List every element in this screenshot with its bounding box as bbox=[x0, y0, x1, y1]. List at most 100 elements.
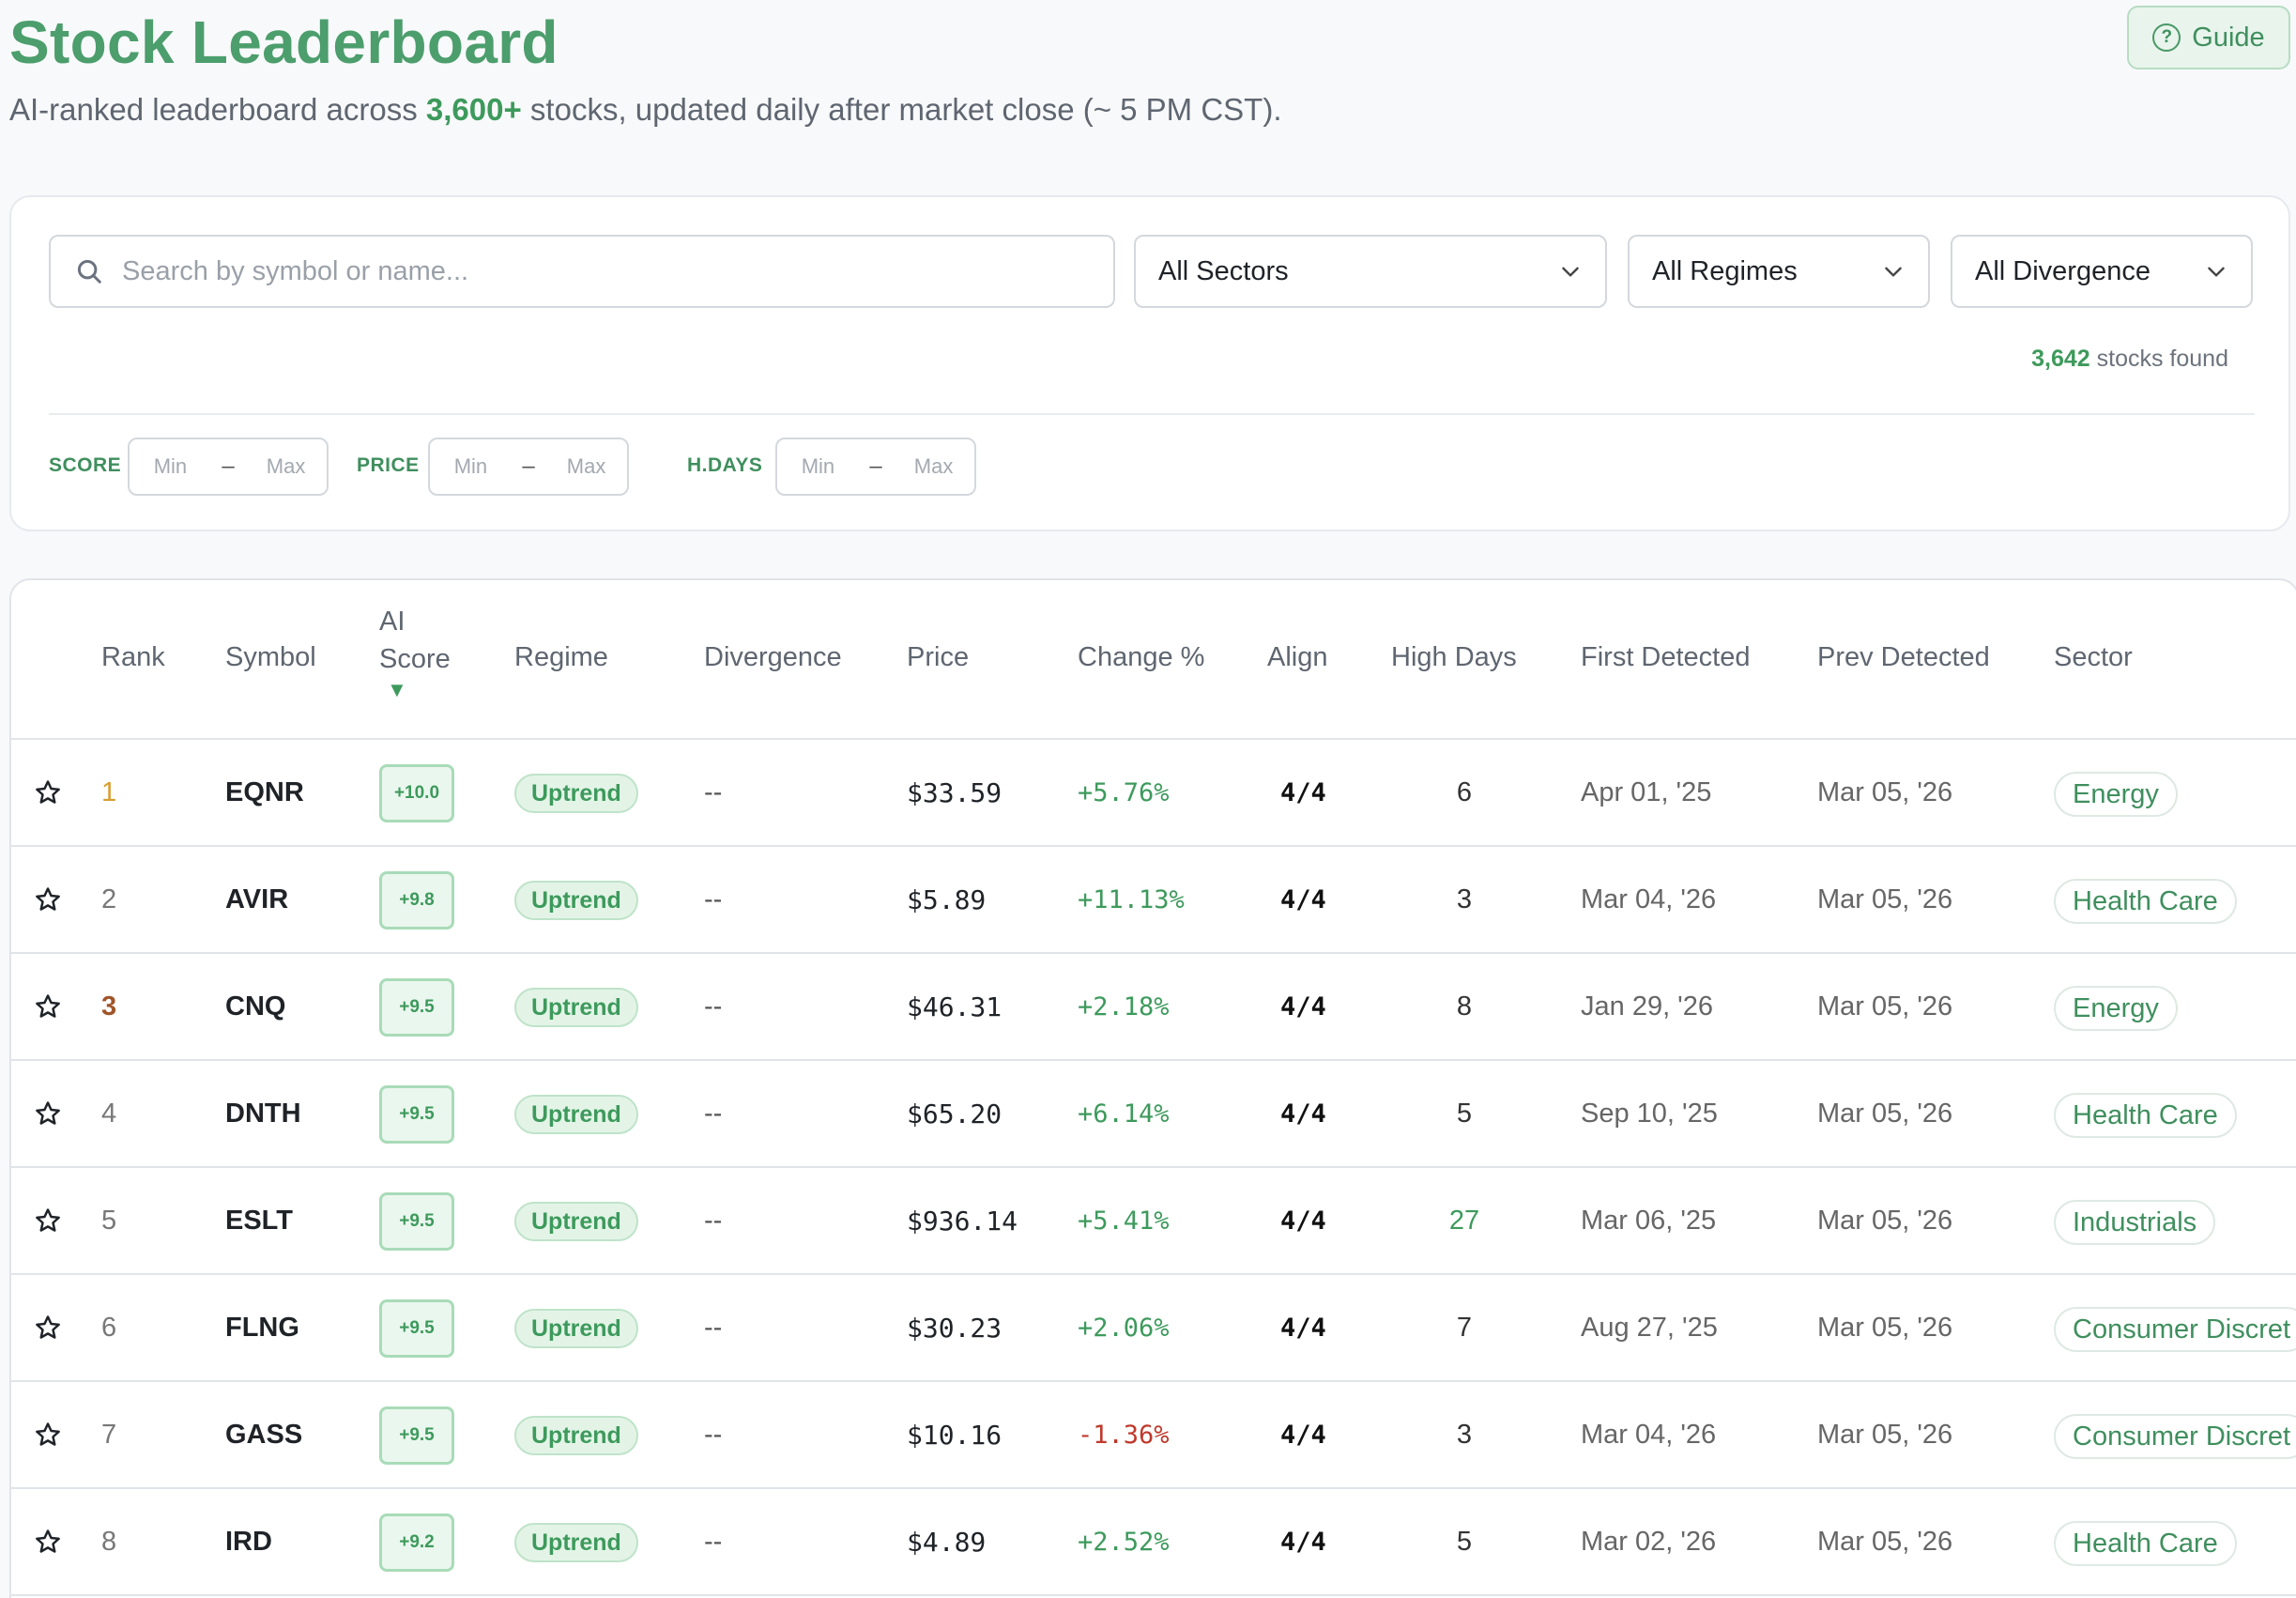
range-dash: – bbox=[522, 453, 535, 479]
column-header-divergence[interactable]: Divergence bbox=[704, 642, 842, 672]
guide-button[interactable]: ? Guide bbox=[2127, 6, 2290, 69]
first-detected-cell: Apr 01, '25 bbox=[1581, 776, 1712, 807]
column-header-price[interactable]: Price bbox=[907, 642, 970, 672]
regime-badge: Uptrend bbox=[514, 881, 638, 920]
star-outline-icon[interactable] bbox=[24, 954, 71, 1059]
star-outline-icon[interactable] bbox=[24, 1061, 71, 1166]
price-cell: $46.31 bbox=[907, 991, 1003, 1022]
change-cell: +11.13% bbox=[1078, 884, 1185, 914]
rank-cell: 1 bbox=[101, 776, 117, 807]
symbol-cell[interactable]: FLNG bbox=[225, 1312, 299, 1343]
divergence-cell: -- bbox=[704, 1312, 723, 1343]
column-header-prev-detected[interactable]: Prev Detected bbox=[1817, 642, 1990, 672]
page-title: Stock Leaderboard bbox=[9, 8, 559, 76]
change-cell: +5.41% bbox=[1078, 1206, 1170, 1236]
search-box[interactable] bbox=[49, 235, 1115, 308]
table-row[interactable]: 4 DNTH +9.5 Uptrend -- $65.20 +6.14% 4/4… bbox=[11, 1061, 2296, 1168]
sector-select-value: All Sectors bbox=[1158, 255, 1289, 286]
score-max-input[interactable] bbox=[255, 454, 316, 479]
chevron-down-icon bbox=[1562, 267, 1579, 277]
ai-score-badge: +9.5 bbox=[379, 1192, 454, 1251]
divergence-cell: -- bbox=[704, 991, 723, 1022]
first-detected-cell: Mar 04, '26 bbox=[1581, 1419, 1717, 1450]
table-row[interactable]: 6 FLNG +9.5 Uptrend -- $30.23 +2.06% 4/4… bbox=[11, 1275, 2296, 1382]
table-row[interactable]: 8 IRD +9.2 Uptrend -- $4.89 +2.52% 4/4 5… bbox=[11, 1489, 2296, 1596]
stocks-found-count: 3,642 stocks found bbox=[2031, 346, 2228, 373]
symbol-cell[interactable]: ESLT bbox=[225, 1205, 293, 1236]
first-detected-cell: Sep 10, '25 bbox=[1581, 1098, 1718, 1129]
regime-badge: Uptrend bbox=[514, 1416, 638, 1455]
symbol-cell[interactable]: CNQ bbox=[225, 991, 286, 1022]
symbol-cell[interactable]: IRD bbox=[225, 1526, 272, 1557]
stocks-count: 3,642 bbox=[2031, 346, 2090, 372]
price-range-label: PRICE bbox=[357, 454, 420, 476]
sector-badge: Energy bbox=[2054, 986, 2178, 1031]
symbol-cell[interactable]: DNTH bbox=[225, 1098, 301, 1129]
subtitle-suffix: stocks, updated daily after market close… bbox=[521, 92, 1282, 127]
hdays-min-input[interactable] bbox=[788, 454, 849, 479]
regime-select[interactable]: All Regimes bbox=[1628, 235, 1930, 308]
price-cell: $4.89 bbox=[907, 1526, 987, 1558]
question-circle-icon: ? bbox=[2152, 23, 2181, 52]
rank-cell: 4 bbox=[101, 1098, 117, 1129]
sector-badge: Consumer Discret bbox=[2054, 1307, 2296, 1352]
table-row[interactable]: 1 EQNR +10.0 Uptrend -- $33.59 +5.76% 4/… bbox=[11, 740, 2296, 847]
price-cell: $33.59 bbox=[907, 776, 1003, 808]
price-max-input[interactable] bbox=[556, 454, 617, 479]
high-days-cell: 5 bbox=[1456, 1098, 1473, 1129]
page-subtitle: AI-ranked leaderboard across 3,600+ stoc… bbox=[9, 92, 1282, 128]
table-row[interactable]: 2 AVIR +9.8 Uptrend -- $5.89 +11.13% 4/4… bbox=[11, 847, 2296, 954]
column-header-rank[interactable]: Rank bbox=[101, 642, 165, 672]
regime-badge: Uptrend bbox=[514, 1309, 638, 1348]
table-row[interactable]: 5 ESLT +9.5 Uptrend -- $936.14 +5.41% 4/… bbox=[11, 1168, 2296, 1275]
search-input[interactable] bbox=[122, 255, 1042, 287]
star-outline-icon[interactable] bbox=[24, 1382, 71, 1487]
star-outline-icon[interactable] bbox=[24, 1275, 71, 1380]
search-icon bbox=[77, 259, 101, 284]
table-row[interactable]: 7 GASS +9.5 Uptrend -- $10.16 -1.36% 4/4… bbox=[11, 1382, 2296, 1489]
regime-badge: Uptrend bbox=[514, 774, 638, 813]
price-cell: $936.14 bbox=[907, 1205, 1018, 1237]
column-header-symbol[interactable]: Symbol bbox=[225, 642, 316, 672]
column-header-change[interactable]: Change % bbox=[1078, 642, 1205, 672]
high-days-cell: 27 bbox=[1448, 1205, 1480, 1236]
prev-detected-cell: Mar 05, '26 bbox=[1817, 1312, 1953, 1343]
ai-score-header-line1: AI bbox=[379, 607, 406, 637]
change-cell: +2.18% bbox=[1078, 991, 1170, 1022]
column-header-first-detected[interactable]: First Detected bbox=[1581, 642, 1751, 672]
star-outline-icon[interactable] bbox=[24, 1168, 71, 1273]
high-days-cell: 3 bbox=[1456, 884, 1473, 914]
rank-cell: 5 bbox=[101, 1205, 117, 1236]
divergence-cell: -- bbox=[704, 1526, 723, 1557]
chevron-down-icon bbox=[2208, 267, 2225, 277]
symbol-cell[interactable]: GASS bbox=[225, 1419, 303, 1450]
star-outline-icon[interactable] bbox=[24, 847, 71, 952]
column-header-ai-score[interactable]: AI Score ▼ bbox=[379, 603, 451, 702]
symbol-cell[interactable]: AVIR bbox=[225, 884, 289, 914]
column-header-sector[interactable]: Sector bbox=[2054, 642, 2133, 672]
filter-divider bbox=[49, 413, 2255, 415]
hdays-max-input[interactable] bbox=[903, 454, 964, 479]
divergence-cell: -- bbox=[704, 1419, 723, 1450]
change-cell: +5.76% bbox=[1078, 777, 1170, 807]
score-min-input[interactable] bbox=[140, 454, 201, 479]
divergence-select[interactable]: All Divergence bbox=[1951, 235, 2253, 308]
star-outline-icon[interactable] bbox=[24, 1489, 71, 1594]
star-outline-icon[interactable] bbox=[24, 740, 71, 845]
score-range-label: SCORE bbox=[49, 454, 122, 476]
align-cell: 4/4 bbox=[1280, 991, 1326, 1022]
price-min-input[interactable] bbox=[440, 454, 501, 479]
rank-cell: 3 bbox=[101, 991, 117, 1022]
column-header-align[interactable]: Align bbox=[1267, 642, 1328, 672]
sector-badge: Energy bbox=[2054, 772, 2178, 817]
divergence-select-value: All Divergence bbox=[1975, 255, 2151, 286]
column-header-regime[interactable]: Regime bbox=[514, 642, 608, 672]
symbol-cell[interactable]: EQNR bbox=[225, 776, 304, 807]
regime-select-value: All Regimes bbox=[1652, 255, 1798, 286]
table-row[interactable]: 3 CNQ +9.5 Uptrend -- $46.31 +2.18% 4/4 … bbox=[11, 954, 2296, 1061]
ai-score-badge: +10.0 bbox=[379, 764, 454, 822]
first-detected-cell: Mar 02, '26 bbox=[1581, 1526, 1717, 1557]
column-header-high-days[interactable]: High Days bbox=[1391, 642, 1517, 672]
sector-select[interactable]: All Sectors bbox=[1134, 235, 1607, 308]
sector-badge: Consumer Discret bbox=[2054, 1414, 2296, 1459]
